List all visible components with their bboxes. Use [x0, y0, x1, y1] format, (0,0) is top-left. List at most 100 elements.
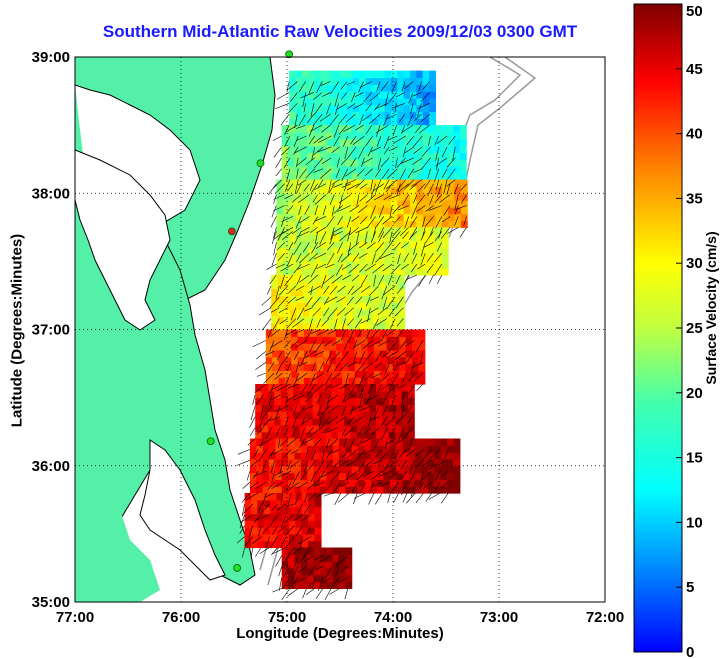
velocity-cell	[320, 200, 328, 208]
velocity-cell	[338, 166, 346, 174]
velocity-arrow	[291, 427, 297, 438]
velocity-arrow	[323, 296, 330, 305]
velocity-arrow	[417, 103, 422, 117]
velocity-cell	[296, 281, 304, 290]
velocity-arrow	[391, 103, 405, 109]
velocity-arrow	[310, 103, 315, 117]
velocity-cell	[371, 84, 379, 92]
velocity-cell	[453, 125, 461, 133]
velocity-arrow	[347, 227, 352, 242]
velocity-cell	[244, 513, 252, 521]
velocity-cell	[290, 275, 298, 283]
velocity-cell	[363, 404, 371, 412]
velocity-cell	[320, 179, 328, 188]
velocity-cell	[402, 145, 410, 153]
velocity-cell	[383, 152, 391, 160]
velocity-cell	[263, 520, 271, 528]
velocity-cell	[281, 145, 289, 153]
velocity-cell	[301, 520, 309, 528]
velocity-cell	[371, 179, 379, 188]
velocity-cell	[282, 493, 290, 501]
velocity-cell	[401, 424, 409, 433]
velocity-cell	[281, 547, 289, 555]
velocity-cell	[301, 240, 309, 249]
velocity-arrow	[308, 492, 317, 501]
velocity-cell	[429, 70, 436, 79]
velocity-cell	[342, 336, 350, 344]
velocity-cell	[290, 281, 298, 290]
velocity-arrow	[395, 296, 404, 309]
velocity-cell	[277, 275, 285, 283]
velocity-cell	[307, 547, 315, 555]
velocity-cell	[308, 200, 316, 208]
velocity-cell	[295, 493, 303, 501]
velocity-cell	[363, 431, 371, 440]
velocity-cell	[340, 213, 347, 222]
velocity-arrow	[353, 103, 364, 110]
velocity-cell	[388, 397, 396, 406]
velocity-cell	[314, 254, 322, 262]
velocity-arrow	[370, 205, 376, 219]
velocity-arrow	[290, 92, 298, 102]
velocity-arrow	[332, 460, 342, 468]
velocity-cell	[289, 268, 297, 276]
velocity-cell	[309, 281, 317, 290]
velocity-cell	[303, 349, 311, 358]
velocity-arrow	[393, 242, 401, 251]
velocity-cell	[308, 111, 316, 119]
velocity-arrow	[273, 194, 285, 200]
velocity-cell	[320, 254, 328, 262]
velocity-cell	[363, 411, 371, 419]
velocity-cell	[300, 561, 308, 569]
velocity-cell	[342, 329, 350, 337]
velocity-cell	[416, 247, 424, 256]
velocity-cell	[347, 309, 355, 317]
velocity-arrow	[403, 146, 407, 158]
velocity-cell	[380, 336, 388, 344]
velocity-arrow	[375, 252, 385, 263]
velocity-cell	[447, 479, 455, 487]
velocity-cell	[408, 438, 416, 446]
velocity-arrow	[387, 135, 398, 141]
velocity-cell	[262, 479, 270, 487]
velocity-arrow	[262, 492, 267, 506]
velocity-arrow	[453, 205, 467, 211]
velocity-cell	[434, 486, 442, 494]
velocity-arrow	[314, 351, 324, 356]
velocity-arrow	[397, 361, 407, 366]
velocity-cell	[402, 125, 410, 133]
velocity-arrow	[368, 492, 375, 505]
velocity-arrow	[359, 394, 363, 407]
velocity-cell	[295, 527, 303, 535]
velocity-cell	[244, 493, 252, 501]
velocity-arrow	[396, 285, 404, 294]
velocity-cell	[332, 465, 340, 474]
velocity-cell	[390, 97, 398, 106]
velocity-cell	[409, 240, 417, 249]
velocity-cell	[377, 452, 385, 460]
velocity-arrow	[415, 340, 424, 353]
velocity-cell	[296, 295, 304, 303]
velocity-cell	[453, 166, 461, 174]
grid-lines	[75, 57, 605, 602]
velocity-arrow	[298, 361, 308, 367]
velocity-cell	[293, 431, 301, 440]
velocity-cell	[421, 486, 429, 494]
velocity-cell	[370, 145, 378, 153]
velocity-cell	[397, 234, 405, 242]
velocity-cell	[363, 384, 371, 392]
velocity-cell	[416, 193, 424, 201]
velocity-cell	[427, 131, 435, 140]
velocity-arrow	[299, 427, 306, 442]
velocity-arrow	[383, 285, 396, 296]
velocity-arrow	[310, 227, 318, 233]
velocity-arrow	[409, 460, 416, 472]
velocity-arrow	[371, 372, 382, 379]
velocity-cell	[415, 172, 423, 181]
velocity-cell	[261, 424, 269, 433]
velocity-arrow	[275, 157, 282, 169]
velocity-cell	[256, 452, 264, 460]
velocity-cell	[386, 343, 394, 351]
velocity-arrow	[422, 81, 430, 90]
velocity-cell	[327, 268, 335, 276]
